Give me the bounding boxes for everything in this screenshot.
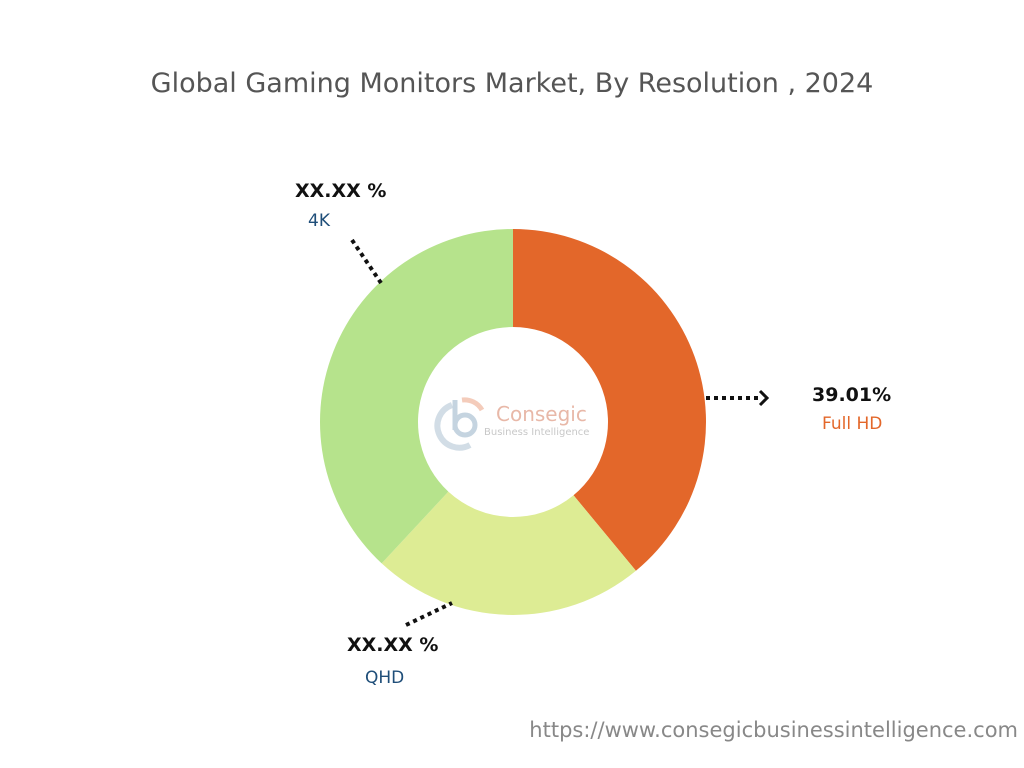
slice-4k	[320, 229, 513, 564]
data-label-fullhd-name: Full HD	[822, 414, 883, 434]
logo-name: Consegic	[496, 402, 587, 426]
logo-tagline: Business Intelligence	[484, 427, 590, 438]
logo-icon	[434, 397, 485, 451]
slice-full-hd	[513, 229, 706, 571]
leader-line-4k	[350, 238, 383, 285]
data-label-fullhd-value: 39.01%	[812, 384, 892, 406]
leader-line-qhd	[405, 601, 453, 627]
data-label-4k-name: 4K	[308, 211, 330, 231]
data-label-qhd-name: QHD	[365, 668, 405, 688]
chart-title: Global Gaming Monitors Market, By Resolu…	[150, 68, 874, 99]
data-label-qhd-value: XX.XX %	[347, 634, 439, 656]
data-label-4k-value: XX.XX %	[295, 180, 387, 202]
source-url: https://www.consegicbusinessintelligence…	[529, 718, 1018, 742]
arrow-head-fullhd	[758, 389, 770, 407]
slice-qhd	[381, 491, 636, 615]
